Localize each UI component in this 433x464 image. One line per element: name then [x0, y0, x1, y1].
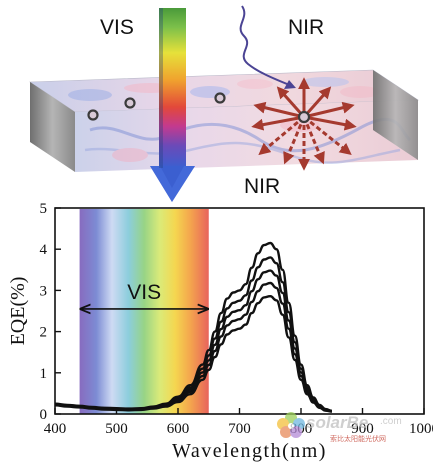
y-axis-title: EQE(%) — [7, 277, 29, 346]
y-tick-label: 2 — [40, 325, 48, 341]
watermark-sub: 索比太阳能光伏网 — [330, 434, 386, 443]
y-tick-label: 3 — [40, 283, 48, 299]
quantum-dot — [124, 97, 136, 109]
y-tick-label: 0 — [40, 407, 48, 423]
y-tick-label: 5 — [40, 201, 48, 217]
y-tick-label: 4 — [40, 242, 48, 258]
series-line-5 — [54, 295, 332, 413]
x-tick-label: 400 — [44, 421, 67, 437]
incoming-nir-arrow — [239, 5, 293, 87]
slab-right-edge — [373, 70, 418, 160]
watermark-brand: solarBe — [306, 413, 368, 432]
schematic: VIS NIR NIR — [29, 5, 419, 202]
watermark: solarBe .com 索比太阳能光伏网 — [277, 412, 402, 443]
quantum-dot — [87, 109, 99, 121]
vis-rainbow-arrow — [150, 8, 195, 202]
watermark-domain: .com — [380, 416, 402, 427]
x-axis-title: Wavelength(nm) — [172, 440, 327, 462]
watermark-flower-icon — [277, 412, 305, 438]
y-tick-label: 1 — [40, 366, 48, 382]
y-axis: 0 1 2 3 4 5 — [40, 201, 61, 423]
vis-top-label: VIS — [100, 16, 134, 39]
x-tick-label: 700 — [228, 421, 251, 437]
x-tick-label: 500 — [105, 421, 128, 437]
x-tick-label: 1000 — [409, 421, 433, 437]
quantum-dot — [214, 92, 226, 104]
series-group — [54, 241, 332, 413]
nir-emission-burst — [251, 77, 357, 171]
emitting-quantum-dot — [297, 110, 311, 124]
nir-bottom-label: NIR — [244, 175, 280, 198]
slab-left-edge — [30, 82, 75, 172]
quantum-dots — [87, 92, 226, 121]
nir-top-label: NIR — [288, 16, 324, 39]
x-tick-label: 600 — [167, 421, 190, 437]
x-tick-label: 900 — [351, 421, 374, 437]
vis-spectrum-band — [79, 209, 209, 414]
vis-band-label: VIS — [127, 281, 161, 304]
